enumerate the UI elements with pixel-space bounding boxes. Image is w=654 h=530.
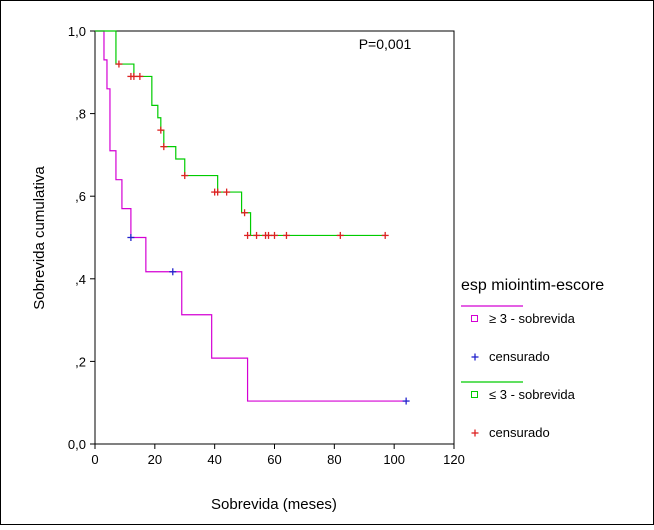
censor-mark-1 <box>169 268 177 276</box>
series-layer <box>95 30 410 405</box>
legend-censor-swatch <box>471 429 479 437</box>
censor-mark-2 <box>223 188 231 196</box>
legend-label: censurado <box>489 349 550 364</box>
censor-mark-2 <box>157 126 165 134</box>
x-tick-label: 120 <box>443 452 465 467</box>
y-tick-label: 1,0 <box>68 24 86 39</box>
legend-label: censurado <box>489 425 550 440</box>
censor-mark-2 <box>115 60 123 68</box>
censor-mark-2 <box>130 72 138 80</box>
legend-entry: ≤ 3 - sobrevida <box>461 381 576 402</box>
censor-mark-2 <box>181 172 189 180</box>
legend: esp miointim-escore ≥ 3 - sobrevida censu… <box>461 277 604 440</box>
censor-mark-2 <box>253 231 261 239</box>
x-tick-label: 100 <box>383 452 405 467</box>
censor-mark-2 <box>136 72 144 80</box>
legend-entry: ≥ 3 - sobrevida <box>461 305 576 326</box>
legend-box-swatch <box>471 391 478 398</box>
axis-ticks: 0 20 40 60 80 100 120 0,0 ,2 ,4 ,6 ,8 1,0 <box>68 24 465 467</box>
legend-label: ≥ 3 - sobrevida <box>489 311 576 326</box>
censor-mark-2 <box>160 143 168 151</box>
legend-label: ≤ 3 - sobrevida <box>489 387 576 402</box>
censor-mark-2 <box>381 231 389 239</box>
censor-mark-2 <box>214 188 222 196</box>
y-tick-label: ,2 <box>75 354 86 369</box>
legend-entry: censurado <box>471 425 550 440</box>
y-tick-label: ,6 <box>75 189 86 204</box>
y-tick-label: ,4 <box>75 272 86 287</box>
y-axis-title: Sobrevida cumulativa <box>31 166 48 310</box>
censor-mark-2 <box>244 231 252 239</box>
x-tick-label: 80 <box>327 452 341 467</box>
censor-mark-2 <box>265 231 273 239</box>
x-tick-label: 60 <box>267 452 281 467</box>
legend-title: esp miointim-escore <box>461 277 604 294</box>
x-tick-label: 40 <box>207 452 221 467</box>
survival-curve-2 <box>95 30 386 237</box>
censor-mark-1 <box>127 234 135 241</box>
legend-box-swatch <box>471 315 478 322</box>
x-tick-label: 0 <box>91 452 98 467</box>
legend-censor-swatch <box>471 353 479 361</box>
x-axis-title: Sobrevida (meses) <box>211 496 337 513</box>
censor-mark-2 <box>241 209 249 217</box>
y-tick-label: 0,0 <box>68 437 86 452</box>
censor-mark-2 <box>336 231 344 239</box>
survival-curve-1 <box>95 30 407 402</box>
censor-mark-2 <box>271 231 278 239</box>
legend-entry: censurado <box>471 349 550 364</box>
x-tick-label: 20 <box>148 452 162 467</box>
p-value-annotation: P=0,001 <box>359 36 412 52</box>
censor-mark-2 <box>282 231 290 239</box>
censor-mark-1 <box>402 397 410 405</box>
y-tick-label: ,8 <box>75 107 86 122</box>
